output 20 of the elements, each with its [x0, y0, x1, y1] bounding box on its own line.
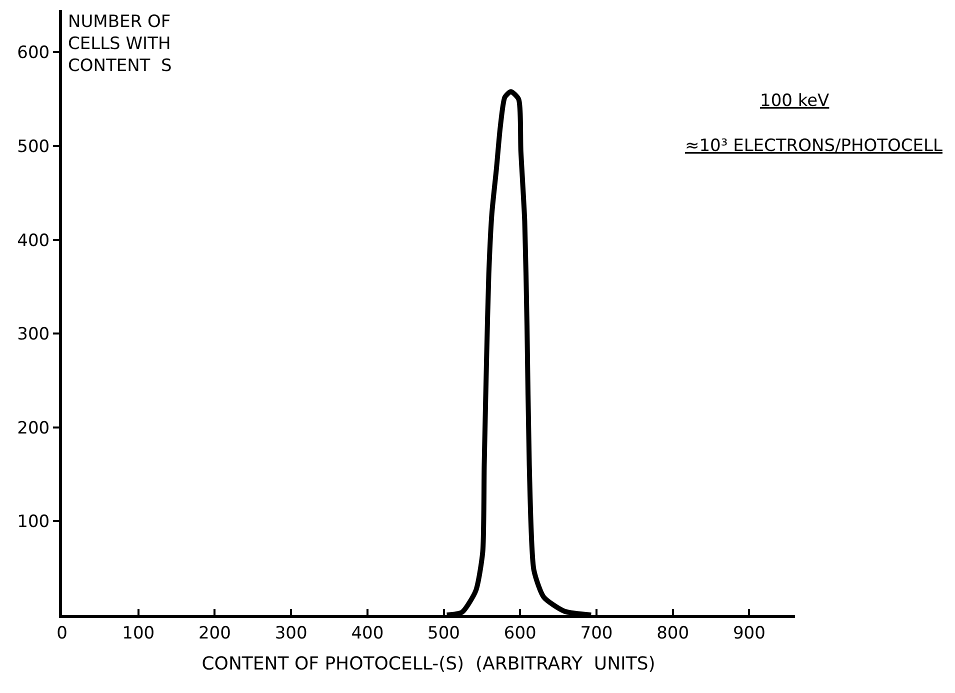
y-tick-label: 400 — [17, 230, 50, 251]
annotation: ≈10³ ELECTRONS/PHOTOCELL — [685, 136, 943, 156]
y-tick-label: 300 — [17, 324, 50, 345]
x-tick-label: 500 — [428, 623, 460, 644]
x-axis-title: CONTENT OF PHOTOCELL-(S) (ARBITRARY UNITS) — [202, 654, 656, 674]
x-tick-label: 900 — [732, 623, 766, 644]
y-tick-label: 500 — [17, 136, 50, 157]
y-axis-title: NUMBER OF CELLS WITH CONTENT S — [68, 12, 172, 76]
x-tick-label: 400 — [351, 623, 384, 644]
y-tick-label: 200 — [17, 418, 50, 438]
annotation: 100 keV — [760, 91, 830, 111]
x-tick-label: 300 — [274, 623, 308, 644]
x-tick-label: 0 — [56, 623, 68, 644]
y-tick-label: 600 — [17, 43, 50, 64]
x-tick-label: 200 — [198, 623, 231, 644]
x-tick-label: 600 — [504, 623, 536, 644]
x-tick-label: 800 — [656, 623, 690, 644]
x-tick-label: 700 — [580, 623, 613, 644]
y-tick-label: 100 — [17, 512, 50, 532]
x-tick-label: 100 — [122, 623, 155, 644]
